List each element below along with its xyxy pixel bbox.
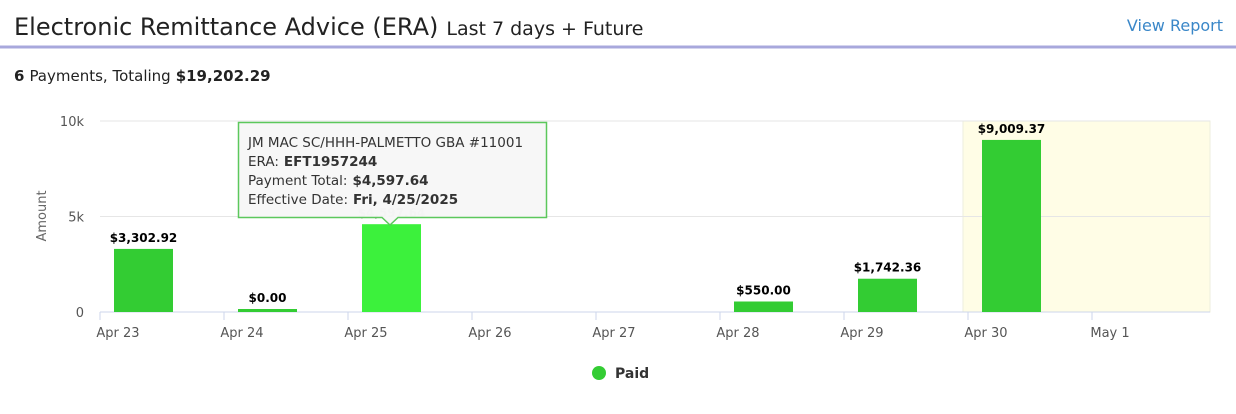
tooltip-line-value: Fri, 4/25/2025 xyxy=(353,192,458,208)
tooltip: JM MAC SC/HHH-PALMETTO GBA #11001 ERA: EF… xyxy=(237,121,548,227)
bar xyxy=(114,248,173,312)
data-label: $3,302.92 xyxy=(110,231,178,245)
tooltip-line-value: $4,597.64 xyxy=(352,173,428,189)
bar xyxy=(858,278,917,312)
legend-label: Paid xyxy=(615,366,649,382)
data-label: $9,009.37 xyxy=(978,122,1046,136)
legend-marker xyxy=(592,366,606,380)
bar xyxy=(362,224,421,312)
bar xyxy=(982,139,1041,312)
tooltip-line: Payment Total: $4,597.64 xyxy=(248,173,429,189)
x-tick-label: Apr 23 xyxy=(96,326,139,341)
x-tick-label: Apr 26 xyxy=(468,326,511,341)
title: Electronic Remittance Advice (ERA) xyxy=(14,13,438,41)
summary: 6 Payments, Totaling $19,202.29 xyxy=(14,67,271,85)
tooltip-line: Effective Date: Fri, 4/25/2025 xyxy=(248,192,458,208)
y-axis-label: Amount xyxy=(35,190,50,241)
data-label: $550.00 xyxy=(736,283,791,297)
x-tick-label: Apr 28 xyxy=(716,326,759,341)
x-tick-label: May 1 xyxy=(1090,326,1129,341)
payment-count: 6 xyxy=(14,67,24,85)
tooltip-title: JM MAC SC/HHH-PALMETTO GBA #11001 xyxy=(247,135,523,151)
y-tick-label: 10k xyxy=(60,115,85,130)
tooltip-line: ERA: EFT1957244 xyxy=(248,154,377,170)
tooltip-line-label: Effective Date: xyxy=(248,192,348,208)
y-tick-label: 0 xyxy=(76,306,84,321)
view-report-link[interactable]: View Report xyxy=(1127,16,1223,35)
tooltip-box xyxy=(237,121,548,227)
summary-text: Payments, Totaling xyxy=(29,67,170,85)
tooltip-line-label: Payment Total: xyxy=(248,173,347,189)
x-tick-label: Apr 24 xyxy=(220,326,263,341)
widget-title: Electronic Remittance Advice (ERA) Last 7… xyxy=(14,13,643,41)
bar xyxy=(734,301,793,312)
y-tick-label: 5k xyxy=(68,211,84,226)
x-tick-label: Apr 30 xyxy=(964,326,1007,341)
x-tick-label: Apr 25 xyxy=(344,326,387,341)
x-tick-label: Apr 27 xyxy=(592,326,635,341)
tooltip-line-label: ERA: xyxy=(248,154,279,170)
summary-total: $19,202.29 xyxy=(176,67,271,85)
data-label: $1,742.36 xyxy=(854,261,922,275)
data-label: $0.00 xyxy=(249,291,287,305)
bar xyxy=(238,309,297,312)
tooltip-line-value: EFT1957244 xyxy=(284,154,377,170)
subtitle: Last 7 days + Future xyxy=(446,18,643,40)
x-tick-label: Apr 29 xyxy=(840,326,883,341)
plot: 0 5k 10k Apr 23 Apr 24 Apr 25 Apr 26 Apr 27 Apr … xyxy=(60,115,1210,341)
